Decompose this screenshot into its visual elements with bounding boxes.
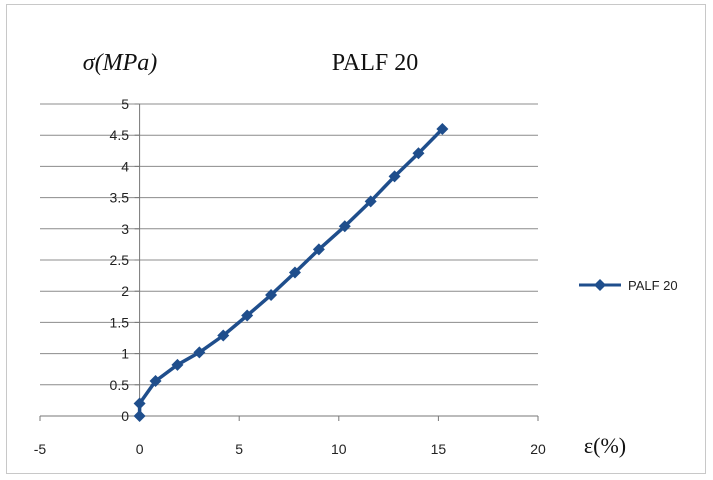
data-point [364, 195, 377, 208]
data-point [338, 220, 351, 233]
gridlines [40, 103, 538, 386]
legend-label: PALF 20 [628, 278, 678, 293]
chart-frame [6, 4, 706, 474]
data-point [133, 397, 146, 410]
y-tick-label: 4 [121, 158, 129, 174]
data-point [193, 346, 206, 359]
y-tick-label: 0 [121, 408, 129, 424]
y-tick-label: 4.5 [110, 127, 130, 143]
x-tick-label: 10 [331, 441, 347, 457]
y-tick-label: 1 [121, 346, 129, 362]
x-tick-label: -5 [34, 441, 47, 457]
data-point [217, 329, 230, 342]
y-tick-label: 3 [121, 221, 129, 237]
chart-title: PALF 20 [332, 50, 418, 76]
y-tick-label: 0.5 [110, 377, 130, 393]
data-point [133, 410, 146, 422]
y-axis-label: σ(MPa) [83, 50, 157, 76]
data-point [265, 288, 278, 301]
data-point [171, 358, 184, 371]
data-point [149, 375, 162, 388]
y-tick-label: 1.5 [110, 314, 130, 330]
legend-marker [594, 279, 606, 291]
data-point [436, 122, 449, 135]
data-point [388, 170, 401, 183]
data-point [241, 309, 254, 322]
data-point [312, 243, 325, 256]
y-tick-label: 2.5 [110, 252, 130, 268]
tick-labels: 0 0.5 1 1.5 2 2.5 3 3.5 4 4.5 5 -5 0 5 10 15 20 [34, 96, 546, 457]
legend: PALF 20 [579, 278, 678, 293]
data-point [412, 147, 425, 160]
x-tick-label: 15 [431, 441, 447, 457]
y-tick-label: 2 [121, 283, 129, 299]
x-axis-label: ε(%) [584, 433, 626, 458]
y-tick-label: 5 [121, 96, 129, 112]
data-point [288, 266, 301, 279]
x-tick-label: 20 [530, 441, 546, 457]
series-layer [133, 122, 449, 422]
x-tick-label: 0 [136, 441, 144, 457]
y-tick-label: 3.5 [110, 190, 130, 206]
x-tick-label: 5 [235, 441, 243, 457]
